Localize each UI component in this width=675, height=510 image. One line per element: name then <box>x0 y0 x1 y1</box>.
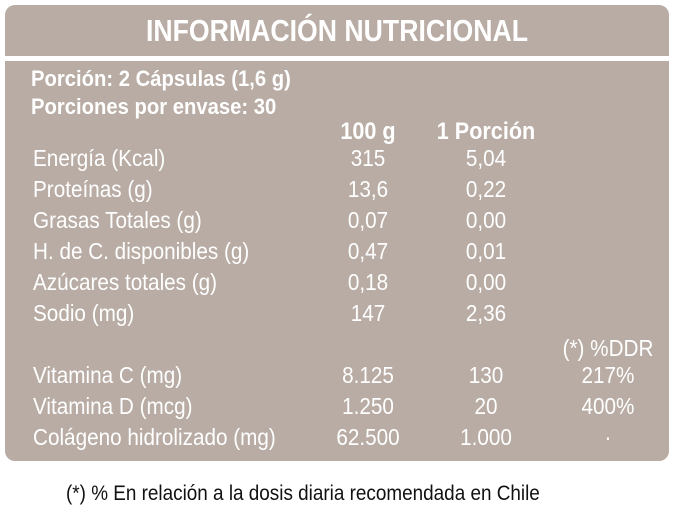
nutrient-value-serving: 1.000 <box>460 424 512 450</box>
nutrient-value-serving: 20 <box>474 393 498 419</box>
serving-size: Porción: 2 Cápsulas (1,6 g) <box>31 66 291 91</box>
footnote: (*) % En relación a la dosis diaria reco… <box>66 482 540 505</box>
nutrient-value-100g: 0,47 <box>347 238 389 264</box>
nutrient-value-100g: 147 <box>350 300 386 326</box>
nutrient-value-100g: 62.500 <box>336 424 400 450</box>
nutrient-value-100g: 0,07 <box>347 207 389 233</box>
nutrient-value-ddr: 400% <box>581 393 635 419</box>
nutrient-row: H. de C. disponibles (g) 0,47 0,01 <box>5 238 669 269</box>
panel-title: INFORMACIÓN NUTRICIONAL <box>145 13 529 48</box>
nutrient-value-100g: 8.125 <box>342 362 394 388</box>
nutrient-name: Sodio (mg) <box>33 300 135 326</box>
nutrient-name: Proteínas (g) <box>33 176 153 202</box>
micronutrient-row: Vitamina C (mg) 8.125 130 217% <box>5 362 669 393</box>
nutrient-row: Sodio (mg) 147 2,36 <box>5 300 669 331</box>
nutrient-value-ddr: 217% <box>581 362 635 388</box>
nutrient-value-serving: 0,00 <box>465 269 507 295</box>
nutrient-value-ddr: · <box>604 424 612 450</box>
nutrient-value-serving: 5,04 <box>465 145 507 171</box>
nutrient-value-serving: 0,01 <box>465 238 507 264</box>
nutrient-value-serving: 130 <box>468 362 504 388</box>
nutrient-row: Proteínas (g) 13,6 0,22 <box>5 176 669 207</box>
micronutrient-row: Vitamina D (mcg) 1.250 20 400% <box>5 393 669 424</box>
nutrient-value-100g: 0,18 <box>347 269 389 295</box>
nutrient-value-100g: 13,6 <box>347 176 389 202</box>
column-header-ddr: (*) %DDR <box>562 335 654 361</box>
micronutrient-row: Colágeno hidrolizado (mg) 62.500 1.000 · <box>5 424 669 455</box>
nutrient-value-100g: 315 <box>350 145 386 171</box>
title-divider <box>5 56 669 61</box>
nutrient-name: Azúcares totales (g) <box>33 269 218 295</box>
nutrient-value-serving: 0,22 <box>465 176 507 202</box>
nutrient-value-100g: 1.250 <box>342 393 394 419</box>
nutrient-name: Energía (Kcal) <box>33 145 166 171</box>
nutrient-row: Grasas Totales (g) 0,07 0,00 <box>5 207 669 238</box>
nutrient-row: Energía (Kcal) 315 5,04 <box>5 145 669 176</box>
nutrient-name: Vitamina C (mg) <box>33 362 183 388</box>
nutrient-name: H. de C. disponibles (g) <box>33 238 250 264</box>
nutrient-name: Grasas Totales (g) <box>33 207 202 233</box>
nutrient-name: Vitamina D (mcg) <box>33 393 193 419</box>
column-header-100g: 100 g <box>340 118 396 145</box>
nutrition-panel: INFORMACIÓN NUTRICIONAL Porción: 2 Cápsu… <box>5 5 669 461</box>
servings-per-container: Porciones por envase: 30 <box>31 94 277 119</box>
nutrient-row: Azúcares totales (g) 0,18 0,00 <box>5 269 669 300</box>
column-header-serving: 1 Porción <box>436 118 536 145</box>
nutrient-name: Colágeno hidrolizado (mg) <box>33 424 276 450</box>
nutrient-value-serving: 0,00 <box>465 207 507 233</box>
nutrient-value-serving: 2,36 <box>465 300 507 326</box>
